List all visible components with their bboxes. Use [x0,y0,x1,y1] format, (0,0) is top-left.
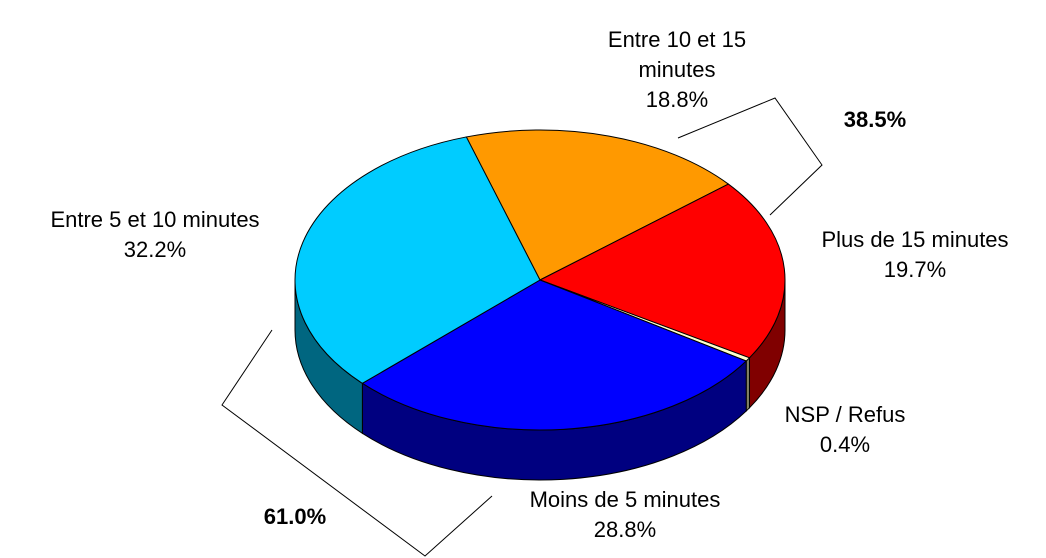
bracket-upper [677,97,823,216]
category-label: NSP / Refus [784,402,906,427]
value-label: 28.8% [593,517,657,542]
category-label: Entre 5 et 10 minutes [50,207,260,232]
category-label: Entre 10 et 15 minutes [607,27,747,82]
bracket-lower [221,329,493,557]
category-label: Plus de 15 minutes [821,227,1009,252]
value-label: 32.2% [123,237,187,262]
slice-label: Moins de 5 minutes 28.8% [485,485,765,545]
slice-tops [294,129,786,431]
slice [538,183,786,359]
bracket-lines [221,97,823,557]
slice [465,129,730,281]
slice-label: NSP / Refus 0.4% [765,400,925,460]
value-label: 19.7% [883,257,947,282]
slice-label: Entre 5 et 10 minutes 32.2% [10,205,300,265]
value-label: 18.8% [645,87,709,112]
slice [361,279,748,431]
slice-label: Entre 10 et 15 minutes 18.8% [592,25,762,115]
annotation: 61.0% [263,504,327,529]
annotation: 38.5% [843,107,907,132]
value-label: 0.4% [819,432,871,457]
slice-label: Plus de 15 minutes 19.7% [785,225,1045,285]
category-label: Moins de 5 minutes [529,487,721,512]
slice [294,136,541,384]
